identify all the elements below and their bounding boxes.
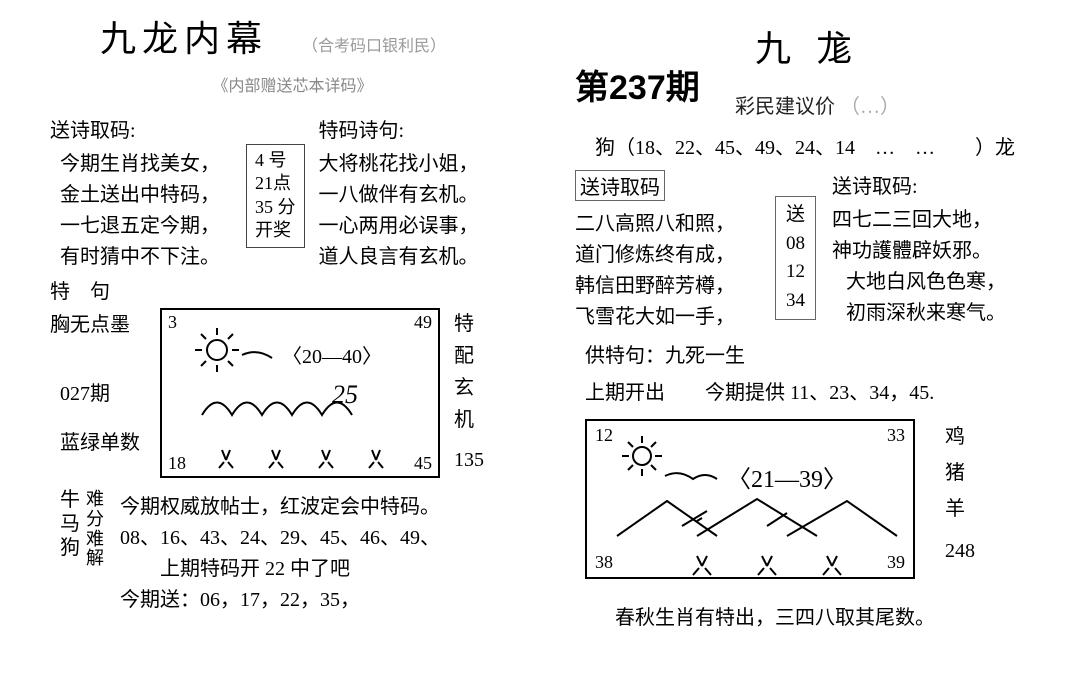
- songshi-block: 送诗取码: 今期生肖找美女， 金土送出中特码， 一七退五定今期， 有时猜中不下注…: [60, 114, 240, 271]
- mid-row-right: 12 33 38 39 〈21—39〉: [585, 419, 1040, 579]
- mid-leftcol: 胸无点墨 027期 蓝绿单数: [60, 308, 160, 455]
- rc-char: 配: [454, 340, 484, 372]
- gou-line: 狗（18、22、45、49、24、14 … … ）龙: [595, 131, 1040, 160]
- period-label: 027期: [60, 377, 160, 406]
- sketch-svg-r: [587, 421, 917, 581]
- sub-faint: （合考码口银利民）: [302, 32, 446, 56]
- row1: 送诗取码: 今期生肖找美女， 金土送出中特码， 一七退五定今期， 有时猜中不下注…: [60, 114, 525, 271]
- tema-line: 一八做伴有玄机。: [319, 178, 526, 207]
- shang-line: 上期开出 今期提供 11、23、34，45.: [585, 376, 1040, 405]
- songshi-heading: 送诗取码:: [50, 114, 240, 143]
- issue-label: 第237期: [575, 60, 700, 109]
- center-box-r: 送 08 12 34: [775, 196, 816, 320]
- page: 九龙内幕 （合考码口银利民） 《内部赠送芯本详码》 送诗取码: 今期生肖找美女，…: [0, 0, 1080, 683]
- te-label2: 胸无点墨: [50, 308, 160, 337]
- rc-char: 玄: [454, 372, 484, 404]
- animal: 马: [60, 512, 86, 536]
- songshi2-line: 神功護體辟妖邪。: [832, 234, 1040, 263]
- foot-line: 今期送：06，17，22，35，: [120, 583, 525, 612]
- songshi-line: 有时猜中不下注。: [60, 240, 240, 269]
- draw-box: 4 号 21点 35 分 开奖: [246, 144, 305, 248]
- sketch-box-left: 3 49 18 45 〈20—40〉 25: [160, 308, 440, 478]
- animal: 牛: [60, 488, 86, 512]
- sub-right: 彩民建议价 （…）: [735, 90, 1040, 119]
- foot-line: 08、16、43、24、29、45、46、49、: [120, 521, 525, 550]
- footer-animals: 牛 马 狗 难分难解: [60, 488, 120, 614]
- songshi2-line: 四七二三回大地，: [832, 203, 1040, 232]
- rc-char: 机: [454, 404, 484, 436]
- songshi-line: 一七退五定今期，: [60, 209, 240, 238]
- footer-lines: 今期权威放帖士，红波定会中特码。 08、16、43、24、29、45、46、49…: [120, 488, 525, 614]
- mid-row: 胸无点墨 027期 蓝绿单数 3 49 18 45 〈20—40〉 25: [60, 308, 525, 478]
- rc2-char: 羊: [945, 491, 975, 527]
- tema-line: 道人良言有玄机。: [319, 240, 526, 269]
- left-column: 九龙内幕 （合考码口银利民） 《内部赠送芯本详码》 送诗取码: 今期生肖找美女，…: [0, 0, 545, 683]
- cbox-line: 08: [786, 230, 805, 259]
- foot-line: 上期特码开 22 中了吧: [160, 552, 525, 581]
- footer-right: 春秋生肖有特出，三四八取其尾数。: [615, 601, 1040, 630]
- box-line: 4 号: [255, 149, 296, 172]
- cbox-line: 12: [786, 258, 805, 287]
- title-text: 九龙内幕: [100, 19, 268, 59]
- tema-line: 一心两用必误事，: [319, 209, 526, 238]
- songshi-r-block: 送诗取码 二八高照八和照， 道门修炼终有成， 韩信田野醉芳樽， 飞雪花大如一手，: [575, 170, 775, 331]
- rc2-char: 猪: [945, 455, 975, 491]
- songshi-r-line: 飞雪花大如一手，: [575, 300, 775, 329]
- cbox-line: 送: [786, 201, 805, 230]
- sketch-svg: [162, 310, 442, 480]
- songshi-r-line: 道门修炼终有成，: [575, 238, 775, 267]
- tema-block: 特码诗句: 大将桃花找小姐， 一八做伴有玄机。 一心两用必误事， 道人良言有玄机…: [319, 114, 526, 271]
- footer-left: 牛 马 狗 难分难解 今期权威放帖士，红波定会中特码。 08、16、43、24、…: [60, 488, 525, 614]
- row2: 送诗取码 二八高照八和照， 道门修炼终有成， 韩信田野醉芳樽， 飞雪花大如一手，…: [575, 170, 1040, 331]
- songshi2-block: 送诗取码: 四七二三回大地， 神功護體辟妖邪。 大地白风色色寒， 初雨深秋来寒气…: [832, 170, 1040, 331]
- lanlv-label: 蓝绿单数: [60, 426, 160, 455]
- rc2-char: 鸡: [945, 419, 975, 455]
- faint-line: 《内部赠送芯本详码》: [60, 72, 525, 96]
- tema-heading: 特码诗句:: [319, 114, 526, 143]
- te-label1: 特 句: [50, 275, 525, 304]
- songshi-line: 金土送出中特码，: [60, 178, 240, 207]
- gong-line: 供特句：九死一生: [585, 339, 1040, 368]
- box-line: 21点: [255, 172, 296, 195]
- tema-line: 大将桃花找小姐，: [319, 147, 526, 176]
- songshi-r-line: 二八高照八和照，: [575, 207, 775, 236]
- right-column: 九 尨 第237期 彩民建议价 （…） 狗（18、22、45、49、24、14 …: [545, 0, 1080, 683]
- rc-char: 特: [454, 308, 484, 340]
- rc2-num: 248: [945, 533, 975, 569]
- songshi-line: 今期生肖找美女，: [60, 147, 240, 176]
- songshi2-heading: 送诗取码:: [832, 170, 1040, 199]
- rightcol-left: 特 配 玄 机 135: [454, 308, 484, 476]
- songshi-r-line: 韩信田野醉芳樽，: [575, 269, 775, 298]
- rc-num: 135: [454, 444, 484, 476]
- foot-line: 今期权威放帖士，红波定会中特码。: [120, 490, 525, 519]
- rightcol2: 鸡 猪 羊 248: [945, 419, 975, 569]
- animal: 狗: [60, 536, 86, 560]
- cbox-line: 34: [786, 287, 805, 316]
- title-left: 九龙内幕 （合考码口银利民）: [60, 10, 525, 62]
- songshi-r-heading: 送诗取码: [575, 170, 665, 201]
- songshi2-line: 大地白风色色寒，: [846, 265, 1040, 294]
- songshi2-line: 初雨深秋来寒气。: [846, 296, 1040, 325]
- foot-mid: 难分难解: [86, 490, 108, 569]
- box-line: 35 分: [255, 196, 296, 219]
- box-line: 开奖: [255, 219, 296, 242]
- sketch-box-right: 12 33 38 39 〈21—39〉: [585, 419, 915, 579]
